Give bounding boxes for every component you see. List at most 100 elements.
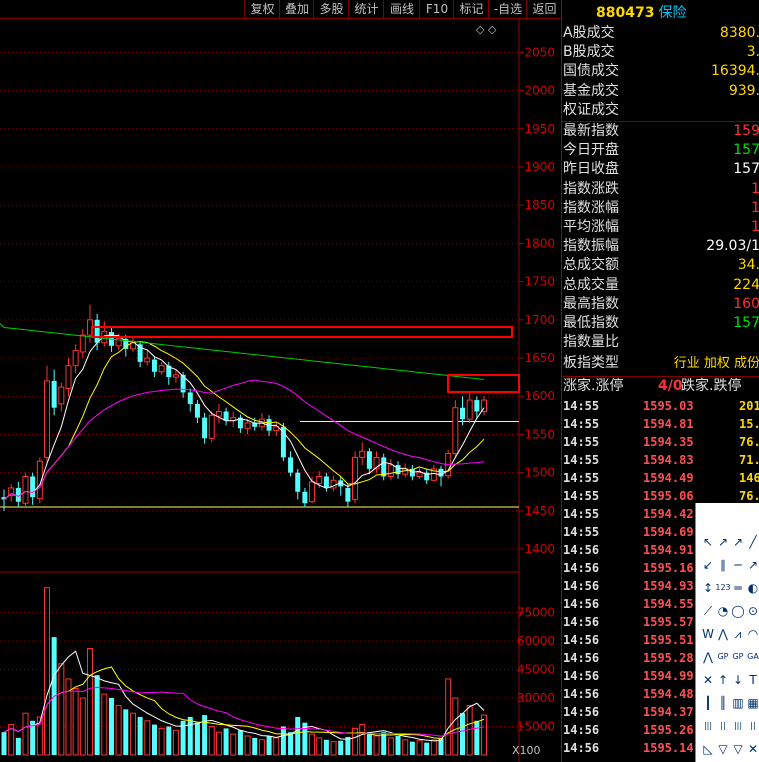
stat-row: A股成交 8380.: [563, 24, 759, 43]
breakout-box[interactable]: [447, 374, 520, 393]
line-icon[interactable]: ↗: [717, 535, 729, 549]
volume-bar: [1, 732, 7, 755]
barcode-icon[interactable]: |||: [703, 721, 713, 730]
triangle-icon[interactable]: ◺: [703, 742, 713, 756]
arrow-icon[interactable]: ↙: [702, 558, 714, 572]
toolbar-button-0[interactable]: 复权: [244, 0, 280, 18]
toolbar-button-3[interactable]: 统计: [348, 0, 384, 18]
ga-icon[interactable]: GA: [747, 652, 759, 661]
candle-body: [266, 419, 272, 431]
tick-time: 14:56: [563, 741, 600, 755]
stat-label: 今日开盘: [563, 142, 619, 159]
tick-price: 1595.51: [643, 633, 694, 647]
barcode3-icon[interactable]: |||: [733, 721, 743, 730]
bracket-icon[interactable]: ⟋: [703, 604, 713, 618]
toolbar-button-7[interactable]: -自选: [488, 0, 527, 18]
updown-count: 4/0: [658, 378, 683, 394]
tick-row: 14:56 1595.26: [563, 721, 759, 739]
ma-line-30: [3, 379, 485, 500]
candle-body: [144, 357, 151, 363]
candle-body: [94, 319, 100, 343]
price-tick-label: 1500: [524, 466, 555, 480]
pattern-icon[interactable]: ⋀: [703, 650, 713, 664]
stat-label: 昨日收盘: [563, 161, 619, 178]
tick-volume: 71.: [739, 453, 759, 467]
kline-chart[interactable]: 2050 2000 1950 1900 1850 1800 1750 1700 1650 1600…: [0, 0, 561, 762]
cycle-icon[interactable]: ◠: [747, 627, 759, 641]
volume-bar: [123, 709, 129, 755]
vertical-icon[interactable]: ↕: [702, 581, 714, 595]
stat-row: 基金成交 939.: [563, 82, 759, 101]
tick-volume: 201: [739, 399, 759, 413]
candle-body: [115, 337, 122, 347]
ellipse-icon[interactable]: ⊙: [747, 604, 759, 618]
gp2-icon[interactable]: GP: [732, 652, 744, 661]
tick-row: 14:56 1595.14: [563, 739, 759, 757]
pointer-icon[interactable]: ↖: [702, 535, 714, 549]
toolbar-button-1[interactable]: 叠加: [279, 0, 314, 18]
stat-value: 3.: [746, 44, 759, 61]
candle-body: [280, 426, 286, 458]
fib-icon[interactable]: 123: [715, 583, 731, 592]
stat-value: 157: [733, 161, 759, 178]
volume-bar: [223, 728, 229, 755]
circle-icon[interactable]: ◯: [731, 604, 745, 618]
arc-icon[interactable]: ◔: [717, 604, 729, 618]
gann-icon[interactable]: ◐: [747, 581, 759, 595]
stat-value: 160: [733, 295, 759, 312]
resistance-box[interactable]: [91, 326, 513, 338]
candle-body: [381, 457, 387, 477]
gp-icon[interactable]: GP: [717, 652, 729, 661]
corner-marker[interactable]: ◇ ◇: [476, 23, 497, 36]
bar-icon[interactable]: ┃: [704, 696, 712, 710]
cross-icon[interactable]: ✕: [702, 673, 714, 687]
grid-icon[interactable]: ▦: [747, 696, 759, 710]
wave-icon[interactable]: W: [702, 627, 714, 641]
text-icon[interactable]: T: [749, 673, 757, 687]
tick-volume: 146: [739, 471, 759, 485]
toolbar-button-8[interactable]: 返回: [526, 0, 562, 18]
price-line-icon[interactable]: ═: [734, 581, 742, 595]
volume-bar: [430, 739, 437, 756]
candle-body: [123, 338, 129, 349]
arrow-up-icon[interactable]: ↑: [717, 673, 729, 687]
stat-row: 国债成交 16394.: [563, 62, 759, 81]
annotation-boxes[interactable]: [91, 326, 520, 393]
fan-icon[interactable]: ⩘: [734, 627, 742, 641]
ray-icon[interactable]: ↗: [732, 535, 744, 549]
candle-body: [424, 472, 430, 481]
tick-row: 14:56 1594.48: [563, 685, 759, 703]
volume-bar: [202, 715, 208, 755]
delete-icon[interactable]: ✕: [747, 742, 759, 756]
arrow-down-icon[interactable]: ↓: [732, 673, 744, 687]
tick-price: 1595.16: [643, 561, 694, 575]
barcode2-icon[interactable]: ||: [720, 721, 726, 730]
toolbar-button-5[interactable]: F10: [419, 0, 454, 18]
volume-bar: [115, 705, 122, 756]
candle-body: [366, 451, 372, 469]
candle-body: [65, 365, 72, 390]
bars-icon[interactable]: ║: [719, 696, 727, 710]
horizontal-icon[interactable]: ─: [734, 558, 742, 572]
comb-icon[interactable]: ▥: [732, 696, 744, 710]
volume-bar: [460, 713, 466, 755]
segment-icon[interactable]: ╱: [749, 535, 757, 549]
parallel-icon[interactable]: ∥: [720, 558, 726, 572]
extend-icon[interactable]: ↗: [747, 558, 759, 572]
down-arrow-icon[interactable]: ▽: [718, 742, 728, 756]
volume-bar: [395, 735, 401, 755]
barcode4-icon[interactable]: ||: [750, 721, 756, 730]
zigzag-icon[interactable]: ⋀: [718, 627, 728, 641]
volume-bar: [65, 678, 72, 756]
tick-time: 14:56: [563, 543, 600, 557]
candle-body: [359, 450, 366, 458]
candle-body: [387, 464, 394, 477]
toolbar-button-4[interactable]: 画线: [383, 0, 420, 18]
tick-row: 14:56 1594.37: [563, 703, 759, 721]
volume-ma-line-5: [3, 650, 485, 742]
tick-price: 1594.35: [643, 435, 694, 449]
down-triangle-icon[interactable]: ▽: [733, 742, 743, 756]
toolbar-button-2[interactable]: 多股: [313, 0, 349, 18]
candle-body: [352, 456, 359, 500]
toolbar-button-6[interactable]: 标记: [453, 0, 489, 18]
